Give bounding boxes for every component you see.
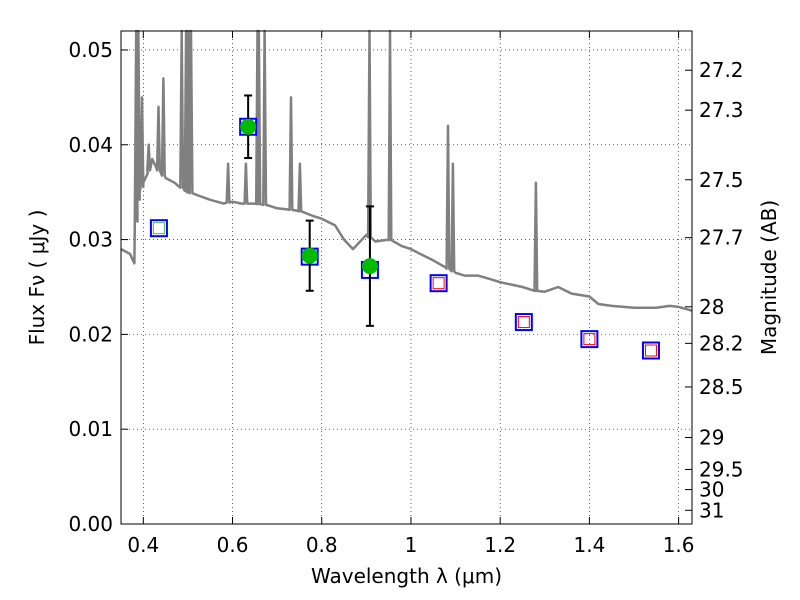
mag-tick-label: 28.5 — [699, 375, 744, 399]
upper-limit-square — [583, 333, 596, 346]
x-tick-label: 1.2 — [484, 533, 516, 557]
upper-limit-square — [517, 316, 530, 329]
x-axis-title: Wavelength λ (μm) — [311, 564, 502, 588]
observed-point — [240, 118, 257, 135]
grid-lines — [121, 31, 692, 525]
y-tick-label: 0.03 — [68, 228, 113, 252]
y-tick-label: 0.00 — [68, 512, 113, 536]
mag-tick-label: 29 — [699, 426, 724, 450]
mag-tick-label: 28.2 — [699, 331, 744, 355]
model-photometry-square — [580, 330, 599, 349]
x-tick-label: 1.4 — [573, 533, 605, 557]
x-tick-label: 0.8 — [306, 533, 338, 557]
mag-tick-label: 27.5 — [699, 168, 744, 192]
x-tick-label: 0.4 — [127, 533, 159, 557]
y-axis-title: Flux Fν ( μJy ) — [25, 210, 49, 346]
model-photometry-square — [641, 341, 660, 360]
x-tick-label: 0.6 — [217, 533, 249, 557]
mag-tick-label: 30 — [699, 478, 724, 502]
x-tick-label: 1.6 — [663, 533, 695, 557]
y-tick-label: 0.05 — [68, 38, 113, 62]
upper-limit-square — [644, 344, 657, 357]
observed-point — [301, 247, 318, 264]
mag-tick-label: 27.7 — [699, 226, 744, 250]
mag-tick-label: 27.3 — [699, 98, 744, 122]
photometry-markers — [149, 94, 660, 360]
mag-tick-label: 29.5 — [699, 457, 744, 481]
weak-detection-square — [152, 222, 165, 235]
model-photometry-square — [149, 219, 168, 238]
y2-axis-title: Magnitude (AB) — [757, 200, 781, 355]
model-photometry-square — [429, 274, 448, 293]
axis-ticks: 0.4 0.6 0.8 1 1.2 1.4 1.6 0.00 0.01 0.02 0.03 0.04 0… — [68, 31, 744, 557]
model-photometry-square — [514, 313, 533, 332]
plot-frame — [120, 30, 693, 525]
mag-tick-label: 27.2 — [699, 58, 744, 82]
model-spectrum — [120, 29, 693, 312]
observed-point — [361, 258, 378, 275]
mag-tick-label: 28 — [699, 295, 724, 319]
y-tick-label: 0.02 — [68, 322, 113, 346]
mag-tick-label: 31 — [699, 498, 724, 522]
x-tick-label: 1 — [405, 533, 418, 557]
y-tick-label: 0.04 — [68, 133, 113, 157]
y-tick-label: 0.01 — [68, 417, 113, 441]
spectrum-line — [120, 29, 693, 312]
upper-limit-square — [432, 277, 445, 290]
